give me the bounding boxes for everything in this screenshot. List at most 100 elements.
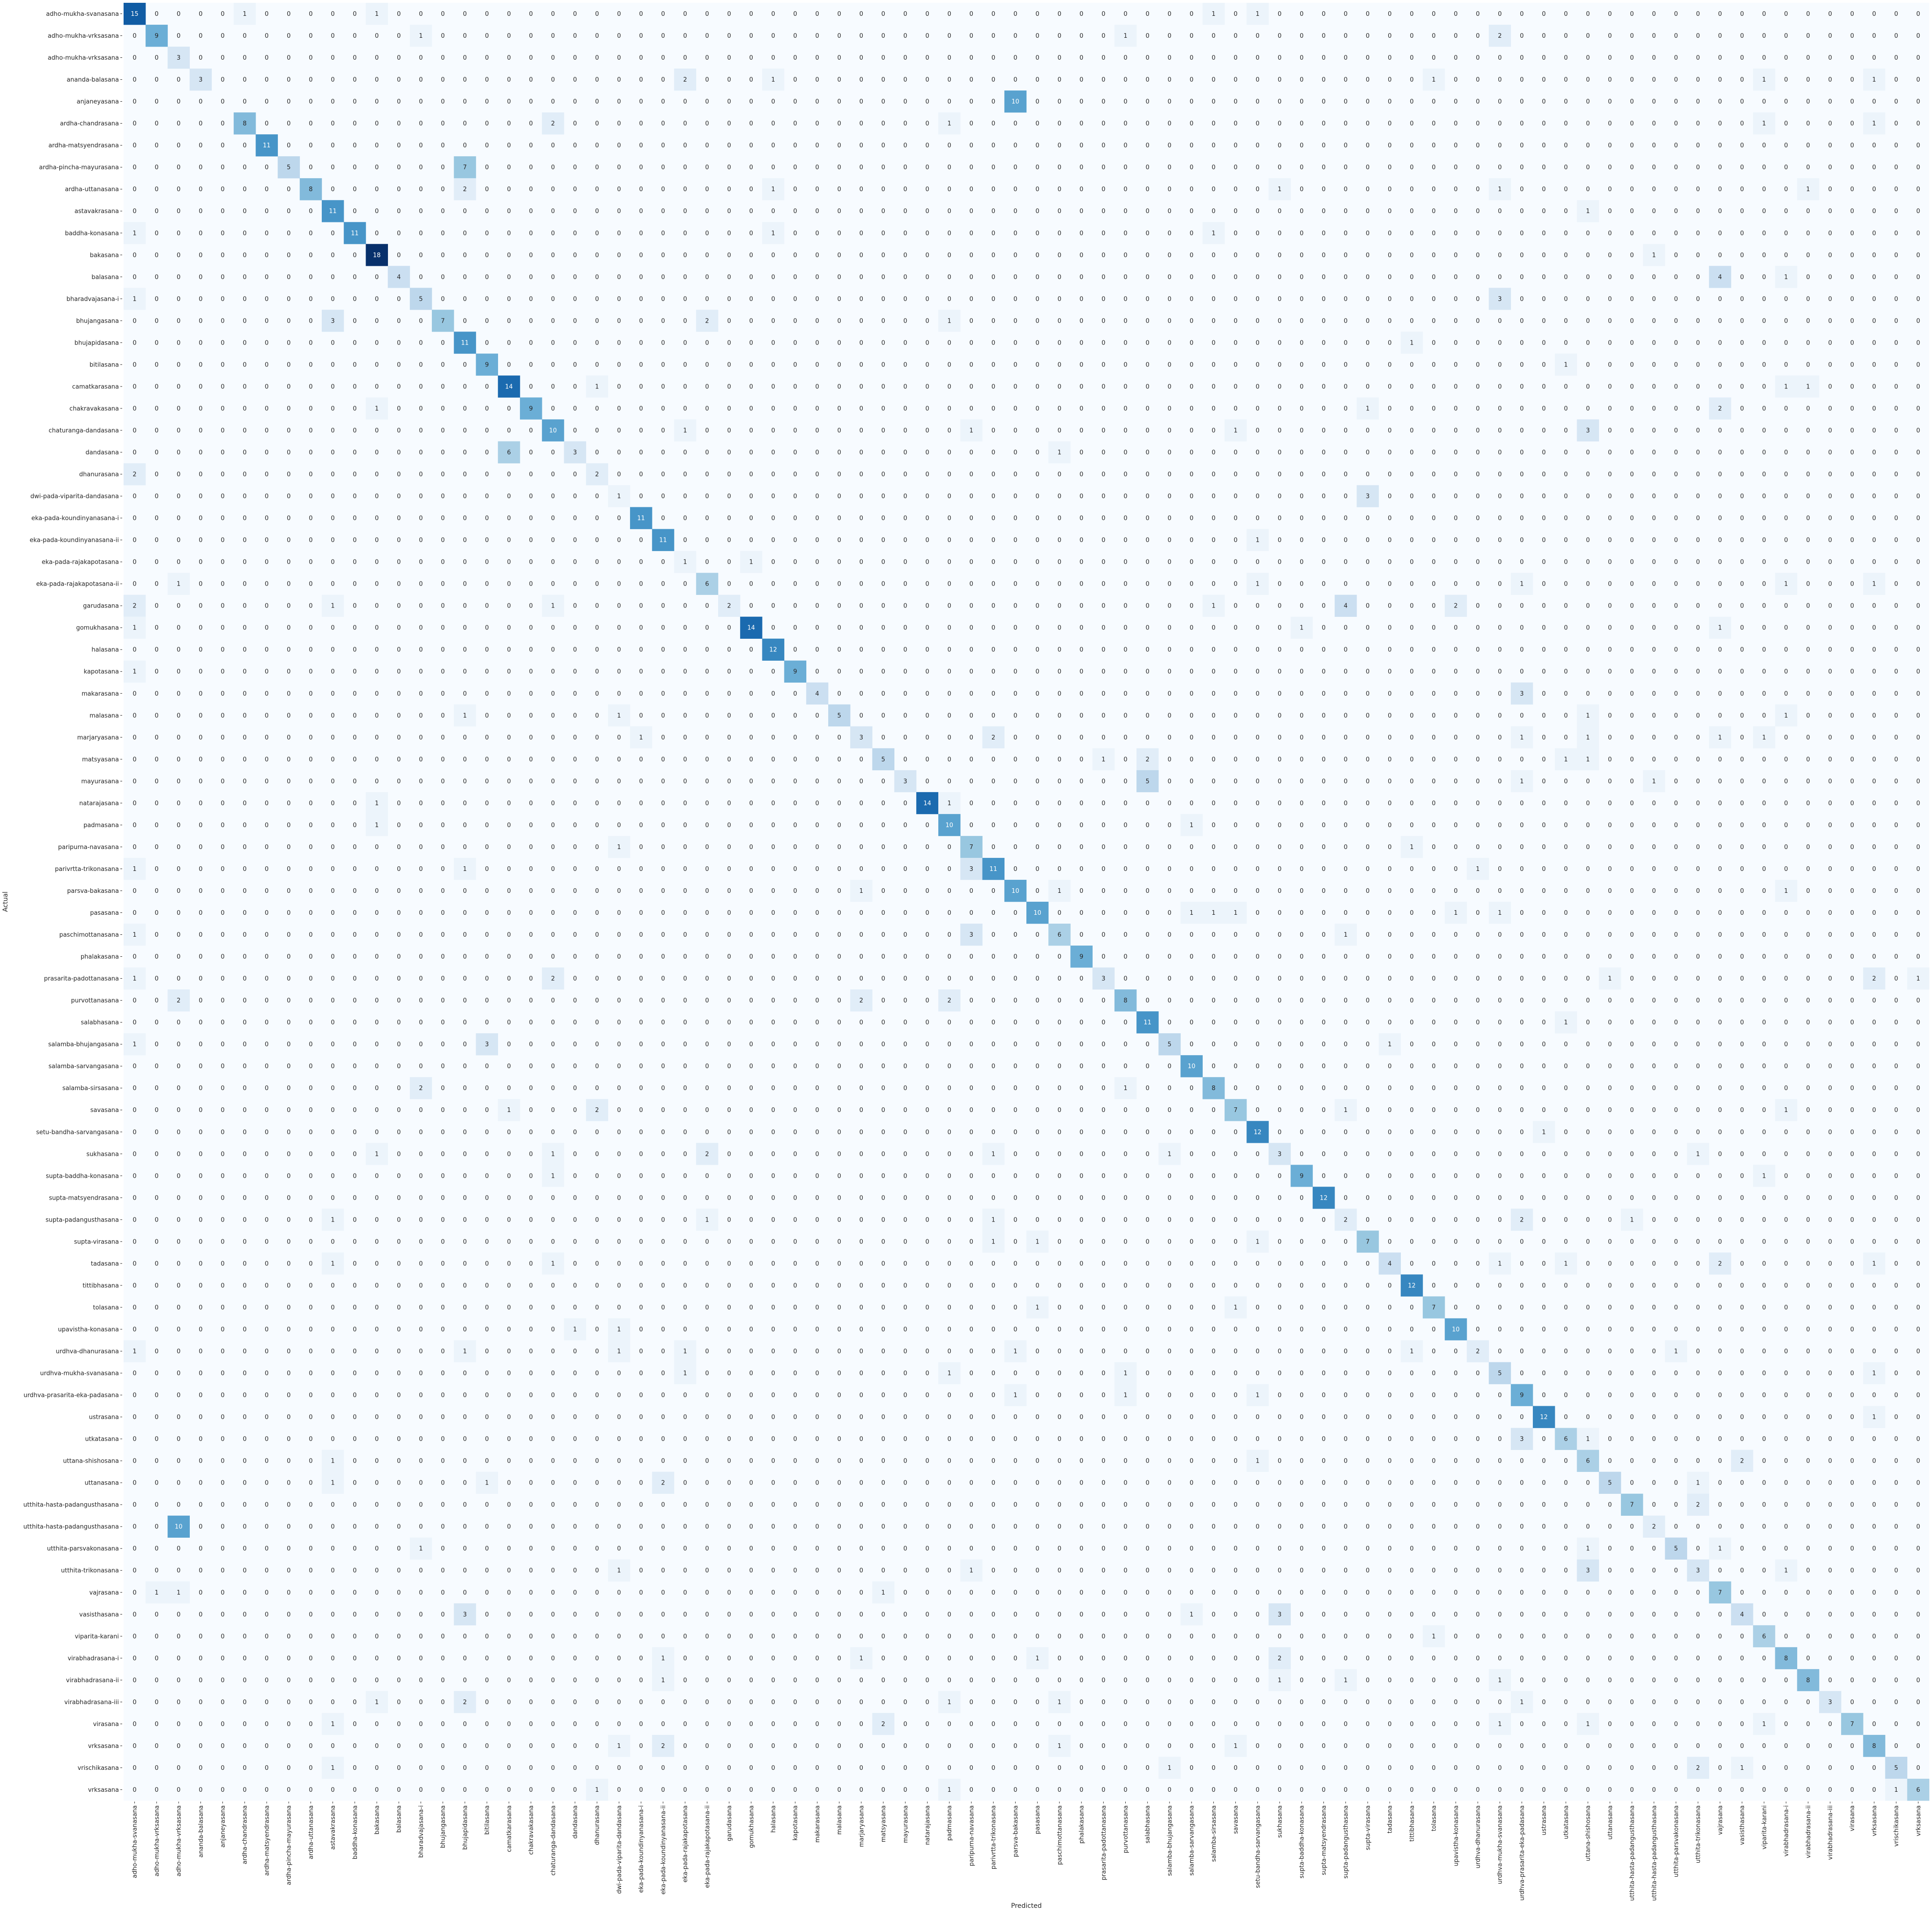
cell-value: 0 <box>1432 471 1435 478</box>
cell-value: 0 <box>1432 1085 1435 1092</box>
cell-value: 0 <box>661 383 665 390</box>
cell-value: 0 <box>1608 33 1612 40</box>
cell-value: 0 <box>1212 76 1215 83</box>
cell-value: 0 <box>815 33 819 40</box>
cell-value: 0 <box>1058 186 1061 193</box>
cell-value: 0 <box>1872 756 1876 763</box>
cell-value: 0 <box>1212 1041 1215 1048</box>
cell-value: 0 <box>727 76 731 83</box>
cell-value: 0 <box>1674 1041 1678 1048</box>
cell-value: 0 <box>881 1107 885 1114</box>
cell-value: 0 <box>1454 339 1458 346</box>
cell-value: 0 <box>1256 120 1260 127</box>
cell-value: 0 <box>1564 405 1568 412</box>
cell-value: 0 <box>1850 1216 1854 1223</box>
cell-value: 0 <box>573 318 577 325</box>
cell-value: 0 <box>243 361 247 368</box>
heatmap-cell <box>1643 770 1665 793</box>
cell-value: 0 <box>1476 471 1480 478</box>
cell-value: 0 <box>419 361 422 368</box>
cell-value: 0 <box>661 1216 665 1223</box>
cell-value: 0 <box>948 515 951 522</box>
cell-value: 0 <box>837 274 841 281</box>
cell-value: 0 <box>969 1085 973 1092</box>
cell-value: 0 <box>1123 164 1127 171</box>
cell-value: 0 <box>551 910 555 917</box>
cell-value: 0 <box>1123 471 1127 478</box>
cell-value: 0 <box>551 515 555 522</box>
cell-value: 0 <box>793 1216 797 1223</box>
cell-value: 0 <box>507 230 511 237</box>
cell-value: 0 <box>1542 383 1546 390</box>
cell-value: 0 <box>507 186 511 193</box>
cell-value: 0 <box>199 647 202 654</box>
cell-value: 0 <box>177 1151 180 1158</box>
cell-value: 0 <box>1542 734 1546 741</box>
cell-value: 0 <box>1322 537 1325 544</box>
heatmap-cell <box>1180 1055 1203 1077</box>
cell-value: 0 <box>1013 647 1017 654</box>
cell-value: 0 <box>1498 274 1502 281</box>
cell-value: 0 <box>397 11 401 18</box>
cell-value: 0 <box>1520 559 1523 566</box>
cell-value: 0 <box>132 208 136 215</box>
cell-value: 0 <box>661 1173 665 1180</box>
cell-value: 0 <box>1035 1107 1039 1114</box>
cell-value: 0 <box>1168 33 1171 40</box>
cell-value: 0 <box>749 1019 753 1026</box>
cell-value: 0 <box>1190 844 1193 851</box>
cell-value: 0 <box>485 822 489 829</box>
cell-value: 0 <box>1674 537 1678 544</box>
cell-value: 0 <box>331 11 334 18</box>
cell-value: 0 <box>221 1260 224 1267</box>
cell-value: 0 <box>419 603 422 610</box>
cell-value: 0 <box>1740 33 1744 40</box>
cell-value: 0 <box>265 55 269 62</box>
cell-value: 0 <box>1564 449 1568 456</box>
cell-value: 0 <box>1784 1195 1788 1202</box>
cell-value: 0 <box>1564 274 1568 281</box>
cell-value: 0 <box>727 712 731 719</box>
cell-value: 0 <box>1476 647 1480 654</box>
cell-value: 0 <box>1080 1173 1083 1180</box>
cell-value: 0 <box>177 515 180 522</box>
cell-value: 0 <box>1586 33 1590 40</box>
cell-value: 0 <box>309 339 312 346</box>
cell-value: 0 <box>1718 55 1722 62</box>
cell-value: 0 <box>1916 11 1920 18</box>
cell-value: 0 <box>1013 756 1017 763</box>
cell-value: 0 <box>1366 1151 1370 1158</box>
cell-value: 0 <box>727 361 731 368</box>
cell-value: 0 <box>661 1107 665 1114</box>
cell-value: 0 <box>1123 800 1127 807</box>
cell-value: 0 <box>903 734 907 741</box>
cell-value: 0 <box>199 866 202 873</box>
cell-value: 0 <box>661 471 665 478</box>
cell-value: 0 <box>705 1129 709 1136</box>
cell-value: 0 <box>1520 98 1523 105</box>
cell-value: 0 <box>1168 1216 1171 1223</box>
cell-value: 0 <box>661 515 665 522</box>
cell-value: 0 <box>1828 669 1832 676</box>
cell-value: 0 <box>1080 230 1083 237</box>
cell-value: 0 <box>199 1063 202 1070</box>
cell-value: 0 <box>1013 493 1017 500</box>
cell-value: 0 <box>771 581 775 588</box>
cell-value: 0 <box>1080 515 1083 522</box>
cell-value: 0 <box>1080 142 1083 149</box>
cell-value: 0 <box>331 1019 334 1026</box>
cell-value: 0 <box>1696 383 1700 390</box>
cell-value: 0 <box>1410 98 1413 105</box>
cell-value: 2 <box>705 1151 709 1158</box>
cell-value: 0 <box>1762 888 1766 895</box>
cell-value: 0 <box>595 164 599 171</box>
cell-value: 0 <box>221 383 224 390</box>
cell-value: 0 <box>925 405 929 412</box>
cell-value: 0 <box>617 669 621 676</box>
cell-value: 0 <box>1388 76 1392 83</box>
cell-value: 0 <box>925 975 929 982</box>
heatmap-cell <box>498 1099 520 1121</box>
cell-value: 0 <box>265 98 269 105</box>
cell-value: 0 <box>1586 1041 1590 1048</box>
cell-value: 0 <box>1035 471 1039 478</box>
